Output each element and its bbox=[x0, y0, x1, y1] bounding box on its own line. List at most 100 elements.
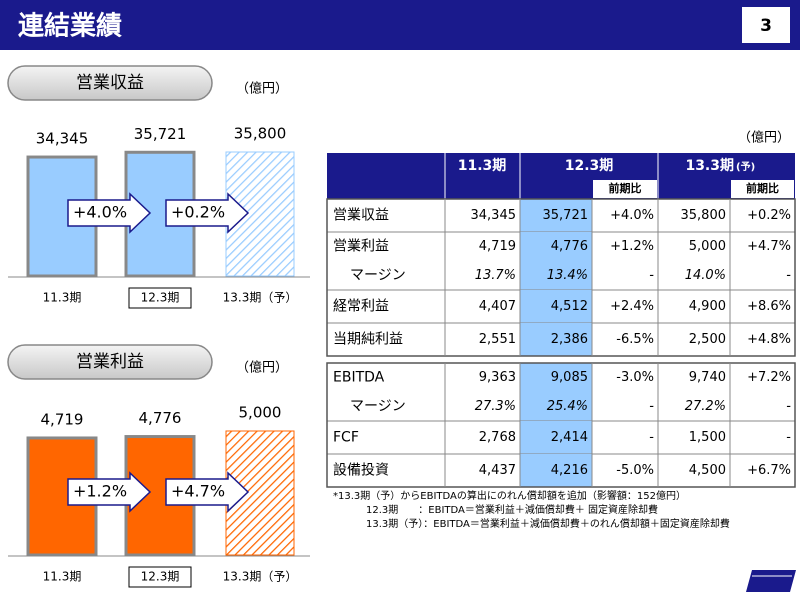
table-cell: 4,500 bbox=[689, 463, 726, 478]
footnote: 13.3期（予）：EBITDA＝営業利益＋減価償却費＋のれん償却額＋固定資産除却… bbox=[366, 517, 730, 530]
table-cell: +4.7% bbox=[747, 239, 791, 254]
highlight-cell bbox=[520, 232, 592, 290]
table-cell: +0.2% bbox=[747, 208, 791, 223]
sub-header-box bbox=[593, 180, 657, 198]
table-cell: - bbox=[649, 399, 654, 414]
table-cell: 2,414 bbox=[551, 430, 588, 445]
chart-title: 営業収益 bbox=[76, 73, 144, 93]
table-cell: 9,363 bbox=[479, 370, 516, 385]
table-header bbox=[327, 153, 795, 199]
change-arrow bbox=[165, 471, 250, 513]
table-cell: +7.2% bbox=[747, 370, 791, 385]
row-label: FCF bbox=[333, 430, 359, 446]
chart-title-box bbox=[7, 65, 213, 101]
table-cell: 27.2% bbox=[685, 399, 726, 414]
change-arrow bbox=[67, 471, 152, 513]
value-label: 34,345 bbox=[36, 130, 89, 148]
x-tick-label: 11.3期 bbox=[43, 291, 82, 305]
table-cell: 1,500 bbox=[689, 430, 726, 445]
table-cell: 34,345 bbox=[471, 208, 517, 223]
chart-unit: （億円） bbox=[236, 81, 288, 97]
value-label: 4,776 bbox=[139, 409, 182, 427]
highlight-cell bbox=[520, 363, 592, 421]
value-label: 5,000 bbox=[239, 404, 282, 422]
value-label: 35,800 bbox=[234, 125, 287, 143]
table-cell: 4,900 bbox=[689, 299, 726, 314]
table-cell: 2,500 bbox=[689, 332, 726, 347]
table-cell: 4,216 bbox=[551, 463, 588, 478]
row-label: EBITDA bbox=[333, 370, 385, 386]
row-label: 設備投資 bbox=[333, 463, 389, 479]
table-cell: 35,721 bbox=[543, 208, 589, 223]
table-cell: 4,776 bbox=[551, 239, 588, 254]
table-cell: 25.4% bbox=[547, 399, 588, 414]
forecast-mark: (予) bbox=[736, 161, 755, 173]
table-cell: +6.7% bbox=[747, 463, 791, 478]
table-cell: 4,512 bbox=[551, 299, 588, 314]
table-cell: - bbox=[786, 399, 791, 414]
table-cell: -3.0% bbox=[616, 370, 654, 385]
highlight-cell bbox=[520, 199, 592, 232]
footnote: 12.3期 ：EBITDA＝営業利益＋減価償却費＋ 固定資産除却費 bbox=[366, 503, 658, 516]
highlight-cell bbox=[520, 323, 592, 356]
chart-title: 営業利益 bbox=[76, 352, 144, 372]
table-cell: 2,551 bbox=[479, 332, 516, 347]
table-cell: 9,085 bbox=[551, 370, 588, 385]
row-label: 当期純利益 bbox=[333, 332, 403, 348]
column-header: 12.3期 bbox=[565, 158, 614, 174]
table-cell: -6.5% bbox=[616, 332, 654, 347]
table-cell: 4,407 bbox=[479, 299, 516, 314]
table-cell: - bbox=[649, 268, 654, 283]
x-tick-label: 11.3期 bbox=[43, 570, 82, 584]
table-cell: -5.0% bbox=[616, 463, 654, 478]
change-label: +0.2% bbox=[171, 203, 225, 222]
table-cell: - bbox=[649, 430, 654, 445]
table-cell: +2.4% bbox=[610, 299, 654, 314]
column-header: 11.3期 bbox=[458, 158, 507, 174]
table-cell: 2,386 bbox=[551, 332, 588, 347]
category-box bbox=[128, 566, 192, 588]
table-cell: 35,800 bbox=[681, 208, 727, 223]
logo bbox=[746, 570, 796, 592]
sub-header-box bbox=[731, 180, 794, 198]
table-cell: +8.6% bbox=[747, 299, 791, 314]
highlight-cell bbox=[520, 290, 592, 323]
table-cell: 4,719 bbox=[479, 239, 516, 254]
page-box bbox=[742, 7, 790, 43]
table-cell: 13.4% bbox=[547, 268, 588, 283]
category-box bbox=[128, 287, 192, 309]
table-unit: （億円） bbox=[738, 130, 790, 146]
change-label: +4.0% bbox=[73, 203, 127, 222]
table-cell: 13.7% bbox=[475, 268, 516, 283]
slide-title: 連結業績 bbox=[18, 11, 122, 42]
value-label: 35,721 bbox=[134, 125, 187, 143]
header-bar bbox=[0, 0, 800, 50]
footnote: *13.3期（予）からEBITDAの算出にのれん償却額を追加（影響額：152億円… bbox=[333, 489, 686, 502]
table-cell: 14.0% bbox=[685, 268, 726, 283]
section-border bbox=[326, 198, 796, 357]
sub-header: 前期比 bbox=[746, 181, 779, 195]
table-cell: - bbox=[786, 268, 791, 283]
sub-header: 前期比 bbox=[609, 181, 642, 195]
row-label: 経常利益 bbox=[333, 299, 389, 315]
x-tick-label: 13.3期（予） bbox=[223, 570, 298, 584]
change-label: +4.7% bbox=[171, 482, 225, 501]
x-tick-label: 12.3期 bbox=[141, 291, 180, 305]
section-border bbox=[326, 362, 796, 488]
column-header: 13.3期 bbox=[685, 158, 734, 174]
highlight-cell bbox=[520, 454, 592, 487]
value-label: 4,719 bbox=[41, 410, 84, 428]
table-cell: - bbox=[786, 430, 791, 445]
table-cell: +4.0% bbox=[610, 208, 654, 223]
change-arrow bbox=[165, 192, 250, 234]
table-cell: 5,000 bbox=[689, 239, 726, 254]
table-cell: 4,437 bbox=[479, 463, 516, 478]
table-cell: +4.8% bbox=[747, 332, 791, 347]
page-number: 3 bbox=[760, 16, 772, 36]
highlight-cell bbox=[520, 421, 592, 454]
chart-unit: （億円） bbox=[236, 360, 288, 376]
row-label: 営業利益 bbox=[333, 239, 389, 255]
change-label: +1.2% bbox=[73, 482, 127, 501]
table-cell: +1.2% bbox=[610, 239, 654, 254]
